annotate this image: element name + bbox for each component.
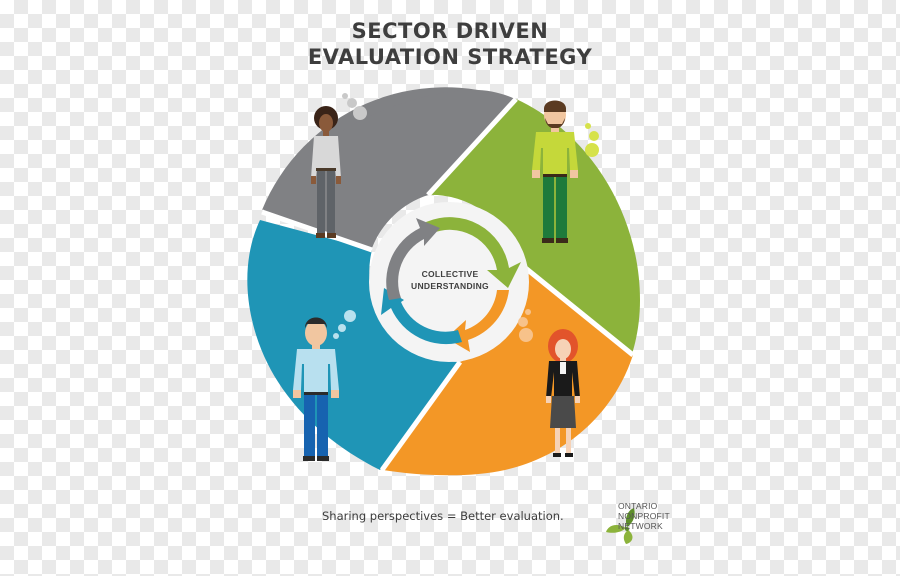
diagram-title: SECTOR DRIVEN EVALUATION STRATEGY [0, 18, 900, 70]
center-label: COLLECTIVE UNDERSTANDING [395, 268, 505, 292]
segment-gray-main [262, 89, 515, 248]
logo-line-2: NONPROFIT [618, 511, 670, 521]
tagline: Sharing perspectives = Better evaluation… [322, 509, 564, 523]
center-label-line-2: UNDERSTANDING [411, 281, 489, 291]
thought-bubbles [333, 93, 599, 342]
logo-text: ONTARIO NONPROFIT NETWORK [618, 501, 670, 531]
inner-arrow-green [426, 217, 521, 288]
logo-line-1: ONTARIO [618, 501, 658, 511]
inner-arrow-gray [386, 218, 440, 300]
person-redhead-woman-icon [546, 329, 580, 457]
inner-arrow-orange [446, 290, 509, 352]
title-line-2: EVALUATION STRATEGY [307, 45, 593, 69]
logo-line-3: NETWORK [618, 521, 663, 531]
center-label-line-1: COLLECTIVE [421, 269, 479, 279]
person-woman-icon [311, 106, 341, 238]
inner-arrow-cycle [381, 217, 521, 352]
person-man-icon [293, 317, 339, 461]
segment-green [428, 99, 640, 354]
person-bearded-man-icon [532, 100, 578, 243]
title-line-1: SECTOR DRIVEN [351, 19, 549, 43]
segment-blue [247, 220, 460, 470]
leaf-icon [606, 508, 635, 544]
ontario-nonprofit-network-logo: ONTARIO NONPROFIT NETWORK [606, 500, 716, 544]
